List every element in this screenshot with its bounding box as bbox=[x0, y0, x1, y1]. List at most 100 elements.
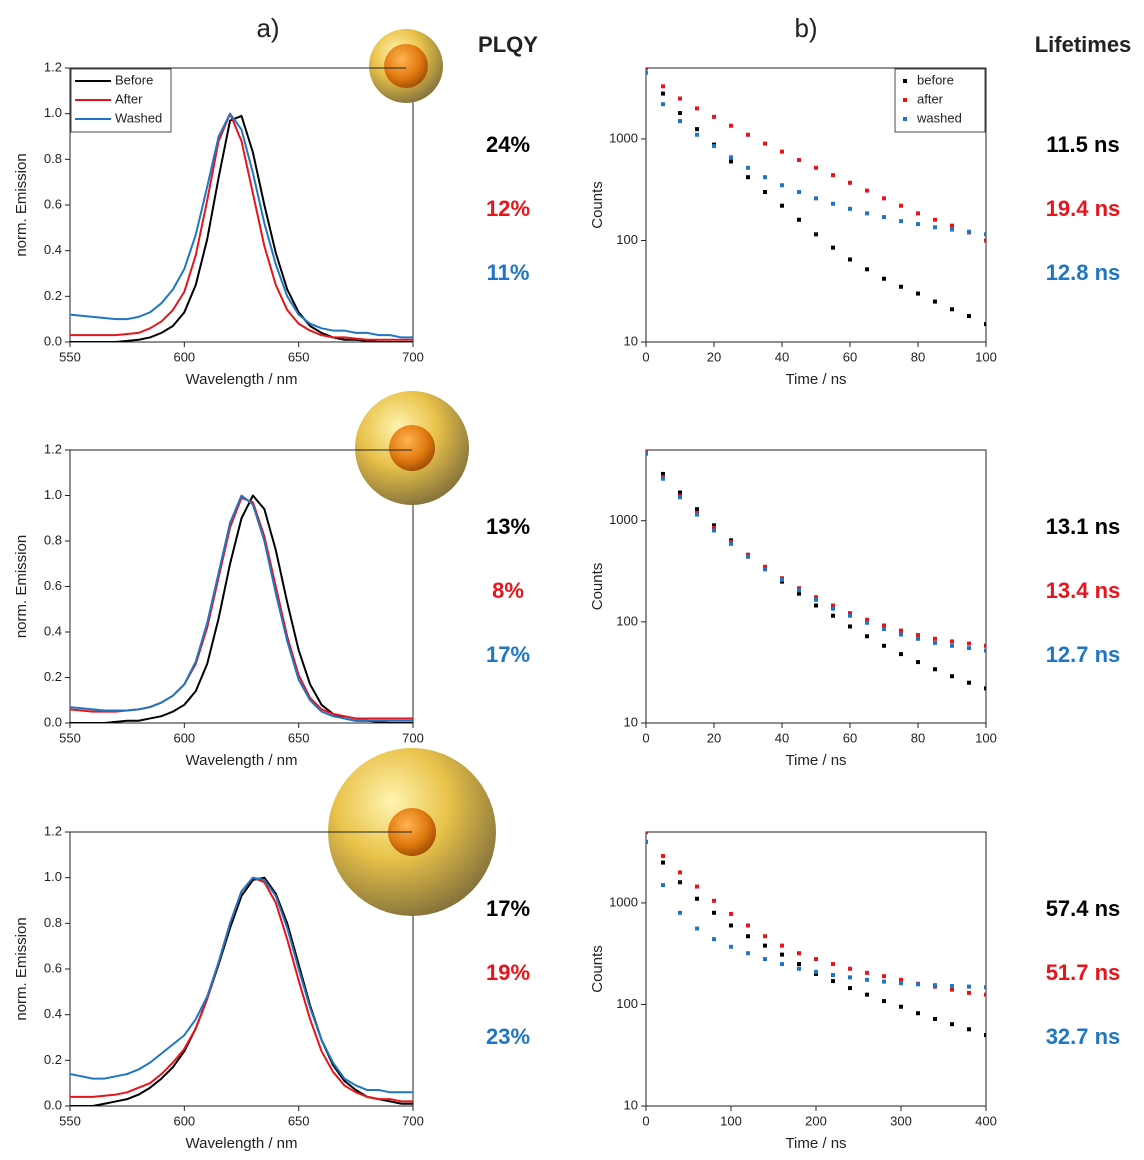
data-point bbox=[797, 217, 801, 222]
data-point bbox=[763, 957, 767, 962]
x-tick-label: 650 bbox=[288, 349, 310, 364]
data-point bbox=[865, 620, 869, 625]
plot-frame bbox=[69, 449, 414, 724]
data-point bbox=[865, 977, 869, 982]
data-point bbox=[899, 628, 903, 633]
y-tick-label: 0.6 bbox=[44, 960, 62, 975]
annotation: 12.8 ns bbox=[1046, 260, 1121, 285]
data-point bbox=[916, 660, 920, 665]
y-tick-label: 0.8 bbox=[44, 915, 62, 930]
data-point bbox=[899, 1004, 903, 1009]
y-tick-label: 0.4 bbox=[44, 242, 62, 257]
data-point bbox=[831, 973, 835, 978]
chart: 550 600 650 700 0.0 0.2 0.4 0.6 0.8 1.0 1.2 Wavelen… bbox=[13, 441, 530, 769]
y-tick-label: 100 bbox=[616, 232, 638, 247]
data-point bbox=[865, 211, 869, 216]
data-point bbox=[933, 667, 937, 672]
legend-label: washed bbox=[916, 110, 962, 125]
panel-label: a) bbox=[256, 13, 279, 43]
x-tick-label: 200 bbox=[805, 1113, 827, 1128]
annotation: 12.7 ns bbox=[1046, 642, 1121, 667]
data-point bbox=[678, 119, 682, 124]
chart: 0 20 40 60 80 100 10 100 1000 Time / ns Counts befo… bbox=[589, 67, 1121, 388]
data-point bbox=[646, 451, 648, 456]
data-point bbox=[763, 934, 767, 939]
y-axis-title: norm. Emission bbox=[13, 535, 30, 638]
data-layer bbox=[70, 494, 413, 723]
data-point bbox=[899, 977, 903, 982]
data-point bbox=[763, 190, 767, 195]
data-point bbox=[967, 680, 971, 685]
x-tick-label: 400 bbox=[975, 1113, 997, 1128]
data-point bbox=[950, 639, 954, 644]
legend-label: after bbox=[917, 91, 944, 106]
data-point bbox=[967, 646, 971, 651]
plot-frame bbox=[645, 449, 987, 724]
data-point bbox=[882, 215, 886, 220]
data-point bbox=[848, 975, 852, 980]
series-line bbox=[70, 494, 413, 722]
data-point bbox=[646, 832, 648, 834]
column-title: Lifetimes bbox=[1035, 32, 1132, 57]
data-point bbox=[661, 854, 665, 859]
annotation: 19% bbox=[486, 960, 530, 985]
x-tick-label: 650 bbox=[288, 730, 310, 745]
data-point bbox=[780, 962, 784, 967]
data-point bbox=[933, 636, 937, 641]
series-line bbox=[70, 496, 413, 720]
annotation: 23% bbox=[486, 1024, 530, 1049]
data-point bbox=[646, 68, 648, 70]
y-tick-label: 0.2 bbox=[44, 669, 62, 684]
data-point bbox=[780, 203, 784, 208]
particle-illustrations bbox=[70, 29, 496, 916]
data-point bbox=[746, 132, 750, 137]
data-point bbox=[695, 132, 699, 137]
data-point bbox=[712, 144, 716, 149]
data-point bbox=[695, 896, 699, 901]
y-tick-label: 0.4 bbox=[44, 623, 62, 638]
data-layer bbox=[646, 68, 986, 327]
data-point bbox=[831, 603, 835, 608]
plots: 550 600 650 7000.00.20.40.60.81.01.2Wavelen… bbox=[13, 59, 1120, 1152]
data-point bbox=[984, 985, 986, 990]
annotation: 13.4 ns bbox=[1046, 578, 1121, 603]
annotation: 13% bbox=[486, 514, 530, 539]
data-point bbox=[933, 983, 937, 988]
x-tick-label: 80 bbox=[911, 730, 925, 745]
data-point bbox=[814, 971, 818, 976]
data-point bbox=[678, 880, 682, 885]
annotation: 11.5 ns bbox=[1046, 132, 1119, 157]
data-point bbox=[984, 322, 986, 327]
data-point bbox=[967, 1027, 971, 1032]
data-point bbox=[797, 962, 801, 967]
data-point bbox=[933, 1016, 937, 1021]
data-point bbox=[950, 987, 954, 992]
legend-swatch bbox=[903, 79, 907, 83]
data-point bbox=[746, 934, 750, 939]
data-point bbox=[882, 276, 886, 281]
data-point bbox=[899, 652, 903, 657]
y-tick-label: 0.2 bbox=[44, 1052, 62, 1067]
data-point bbox=[729, 923, 733, 928]
x-tick-label: 80 bbox=[911, 349, 925, 364]
series-line bbox=[70, 114, 413, 342]
data-point bbox=[646, 839, 648, 844]
x-tick-label: 100 bbox=[975, 730, 997, 745]
data-point bbox=[882, 643, 886, 648]
y-tick-label: 1.0 bbox=[44, 869, 62, 884]
data-point bbox=[797, 591, 801, 596]
data-point bbox=[882, 974, 886, 979]
data-point bbox=[712, 114, 716, 119]
x-tick-label: 550 bbox=[59, 349, 81, 364]
data-point bbox=[712, 528, 716, 533]
data-point bbox=[729, 159, 733, 164]
data-layer bbox=[70, 876, 413, 1106]
data-point bbox=[729, 539, 733, 544]
data-point bbox=[865, 634, 869, 639]
y-axis-title: norm. Emission bbox=[13, 917, 30, 1020]
x-tick-label: 0 bbox=[642, 730, 649, 745]
y-tick-label: 0.4 bbox=[44, 1006, 62, 1021]
data-point bbox=[865, 267, 869, 272]
data-point bbox=[695, 127, 699, 132]
